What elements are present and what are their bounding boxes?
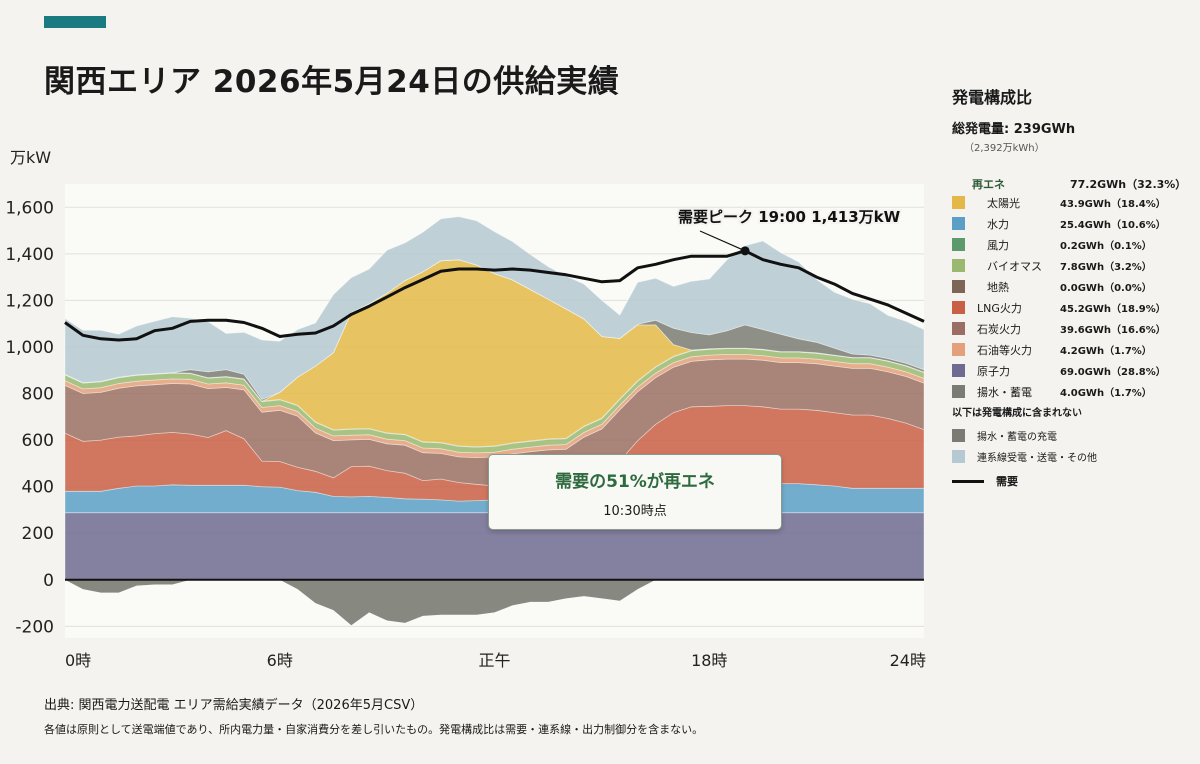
legend-item-value: 43.9GWh（18.4%） <box>1060 199 1166 210</box>
legend-swatch <box>952 364 965 377</box>
page-title: 関西エリア 2026年5月24日の供給実績 <box>44 64 620 100</box>
y-tick-label: 600 <box>22 431 54 451</box>
peak-label: 需要ピーク 19:00 1,413万kW <box>678 208 901 226</box>
legend-item: 揚水・蓄電 4.0GWh（1.7%） <box>952 381 1192 402</box>
legend-swatch <box>952 238 965 251</box>
y-tick-label: 1,000 <box>5 338 54 358</box>
y-axis-unit: 万kW <box>10 148 51 167</box>
area-series <box>64 348 925 454</box>
legend-item-name: 石炭火力 <box>977 322 1021 336</box>
legend-swatch <box>952 429 965 442</box>
y-tick-label: 1,200 <box>5 291 54 311</box>
legend-item-name: 水力 <box>987 217 1009 231</box>
x-tick-label: 6時 <box>267 651 293 670</box>
area-charge <box>65 579 924 626</box>
legend-item-value: 4.2GWh（1.7%） <box>1060 346 1152 357</box>
legend-demand-label: 需要 <box>996 475 1018 488</box>
legend-swatch <box>952 450 965 463</box>
demand-line-swatch <box>952 479 984 483</box>
legend-title: 発電構成比 <box>952 88 1033 107</box>
legend-item-name: 揚水・蓄電の充電 <box>977 432 1057 443</box>
x-tick-label: 24時 <box>890 651 926 670</box>
footnote-text: 各値は原則として送電端値であり、所内電力量・自家消費分を差し引いたもの。発電構成… <box>44 723 704 736</box>
legend-item-name: 揚水・蓄電 <box>977 385 1032 399</box>
x-tick-label: 0時 <box>65 651 91 670</box>
legend-swatch <box>952 385 965 398</box>
peak-leader-line <box>699 230 746 252</box>
legend-item: 石油等火力 4.2GWh（1.7%） <box>952 339 1192 360</box>
x-tick-label: 正午 <box>478 651 510 670</box>
legend-renewable-label: 再エネ <box>972 178 1005 191</box>
legend-renewable-header: 再エネ 77.2GWh（32.3%） <box>952 176 1192 192</box>
source-text: 出典: 関西電力送配電 エリア需給実績データ（2026年5月CSV） <box>44 698 424 713</box>
legend-swatch <box>952 301 965 314</box>
legend-item-value: 25.4GWh（10.6%） <box>1060 220 1166 231</box>
legend-item-name: 連系線受電・送電・その他 <box>977 453 1097 464</box>
peak-marker <box>740 246 750 256</box>
y-tick-label: 1,400 <box>5 245 54 265</box>
legend-renewable-value: 77.2GWh（32.3%） <box>1070 178 1187 191</box>
legend: 発電構成比 総発電量: 239GWh （2,392万kWh） 再エネ 77.2G… <box>952 84 1192 495</box>
legend-swatch <box>952 280 965 293</box>
y-tick-label: 400 <box>22 478 54 498</box>
legend-item-name: 風力 <box>987 238 1009 252</box>
y-tick-label: 0 <box>43 571 54 591</box>
legend-extra-item: 連系線受電・送電・その他 <box>952 446 1192 467</box>
legend-item: 風力 0.2GWh（0.1%） <box>952 234 1192 255</box>
legend-items: 太陽光 43.9GWh（18.4%） 水力 25.4GWh（10.6%） 風力 0.2GW… <box>952 192 1192 402</box>
legend-note: 以下は発電構成に含まれない <box>952 408 1082 419</box>
callout-subtitle: 10:30時点 <box>603 504 667 519</box>
legend-swatch <box>952 343 965 356</box>
legend-item-name: バイオマス <box>987 259 1042 273</box>
legend-item: 水力 25.4GWh（10.6%） <box>952 213 1192 234</box>
legend-total-sub: （2,392万kWh） <box>964 143 1045 154</box>
legend-item: 太陽光 43.9GWh（18.4%） <box>952 192 1192 213</box>
legend-item: バイオマス 7.8GWh（3.2%） <box>952 255 1192 276</box>
legend-item-value: 45.2GWh（18.9%） <box>1060 304 1166 315</box>
y-tick-label: 800 <box>22 385 54 405</box>
legend-swatch <box>952 217 965 230</box>
legend-total: 総発電量: 239GWh <box>952 122 1076 137</box>
y-tick-label: 1,600 <box>5 198 54 218</box>
legend-item-value: 69.0GWh（28.8%） <box>1060 367 1166 378</box>
legend-item-value: 4.0GWh（1.7%） <box>1060 388 1152 399</box>
area-series <box>64 259 925 402</box>
renewable-share-callout: 需要の51%が再エネ 10:30時点 <box>488 454 782 530</box>
demand-line <box>64 249 925 342</box>
legend-demand: 需要 <box>952 467 1192 495</box>
x-tick-label: 18時 <box>691 651 727 670</box>
legend-item-value: 0.2GWh（0.1%） <box>1060 241 1152 252</box>
legend-swatch <box>952 322 965 335</box>
legend-item-name: 地熱 <box>987 280 1009 294</box>
accent-bar <box>44 16 106 28</box>
legend-item: 石炭火力 39.6GWh（16.6%） <box>952 318 1192 339</box>
legend-extra-items: 揚水・蓄電の充電連系線受電・送電・その他 <box>952 425 1192 467</box>
area-series <box>64 216 925 400</box>
legend-item: LNG火力 45.2GWh（18.9%） <box>952 297 1192 318</box>
legend-item-value: 7.8GWh（3.2%） <box>1060 262 1152 273</box>
legend-item-name: 原子力 <box>977 364 1010 378</box>
legend-item: 地熱 0.0GWh（0.0%） <box>952 276 1192 297</box>
legend-item-value: 39.6GWh（16.6%） <box>1060 325 1166 336</box>
legend-item-name: LNG火力 <box>977 301 1022 315</box>
legend-extra-item: 揚水・蓄電の充電 <box>952 425 1192 446</box>
legend-item-name: 太陽光 <box>987 196 1020 210</box>
legend-item-value: 0.0GWh（0.0%） <box>1060 283 1152 294</box>
legend-swatch <box>952 259 965 272</box>
callout-title: 需要の51%が再エネ <box>555 472 715 492</box>
legend-item-name: 石油等火力 <box>977 343 1032 357</box>
area-series <box>64 358 925 487</box>
y-tick-label: -200 <box>15 617 54 637</box>
y-tick-label: 200 <box>22 524 54 544</box>
legend-item: 原子力 69.0GWh（28.8%） <box>952 360 1192 381</box>
legend-swatch <box>952 196 965 209</box>
